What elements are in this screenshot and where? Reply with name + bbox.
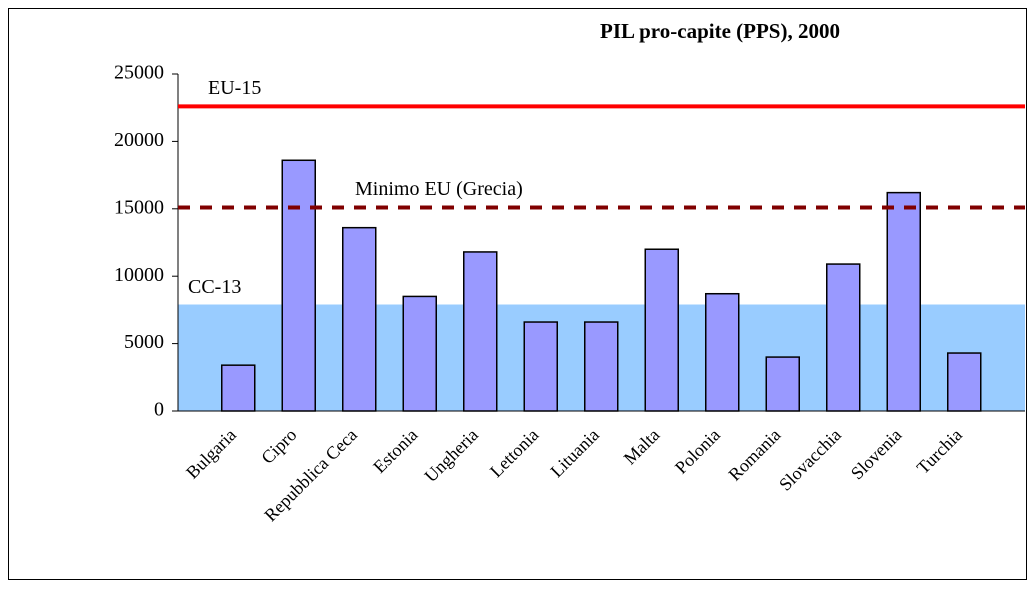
y-tick-label: 15000: [114, 196, 164, 218]
bar: [221, 364, 256, 412]
bar: [886, 191, 921, 412]
bar: [584, 321, 619, 412]
reference-label: Minimo EU (Grecia): [355, 178, 523, 200]
bar: [463, 251, 498, 412]
y-tick-label: 25000: [114, 62, 164, 84]
bar: [523, 321, 558, 412]
reference-label: EU-15: [208, 77, 261, 99]
chart-border: [8, 8, 1027, 580]
bar: [826, 263, 861, 412]
bar: [765, 356, 800, 412]
bar: [947, 352, 982, 412]
y-tick-label: 20000: [114, 129, 164, 151]
reference-label: CC-13: [188, 276, 241, 298]
chart-title: PIL pro-capite (PPS), 2000: [600, 19, 840, 43]
bar: [705, 292, 740, 412]
y-tick-label: 10000: [114, 264, 164, 286]
bar: [402, 295, 437, 412]
bar: [342, 226, 377, 412]
bar: [281, 159, 316, 412]
bar: [644, 248, 679, 412]
y-tick-label: 5000: [124, 331, 164, 353]
y-tick-label: 0: [154, 399, 164, 421]
